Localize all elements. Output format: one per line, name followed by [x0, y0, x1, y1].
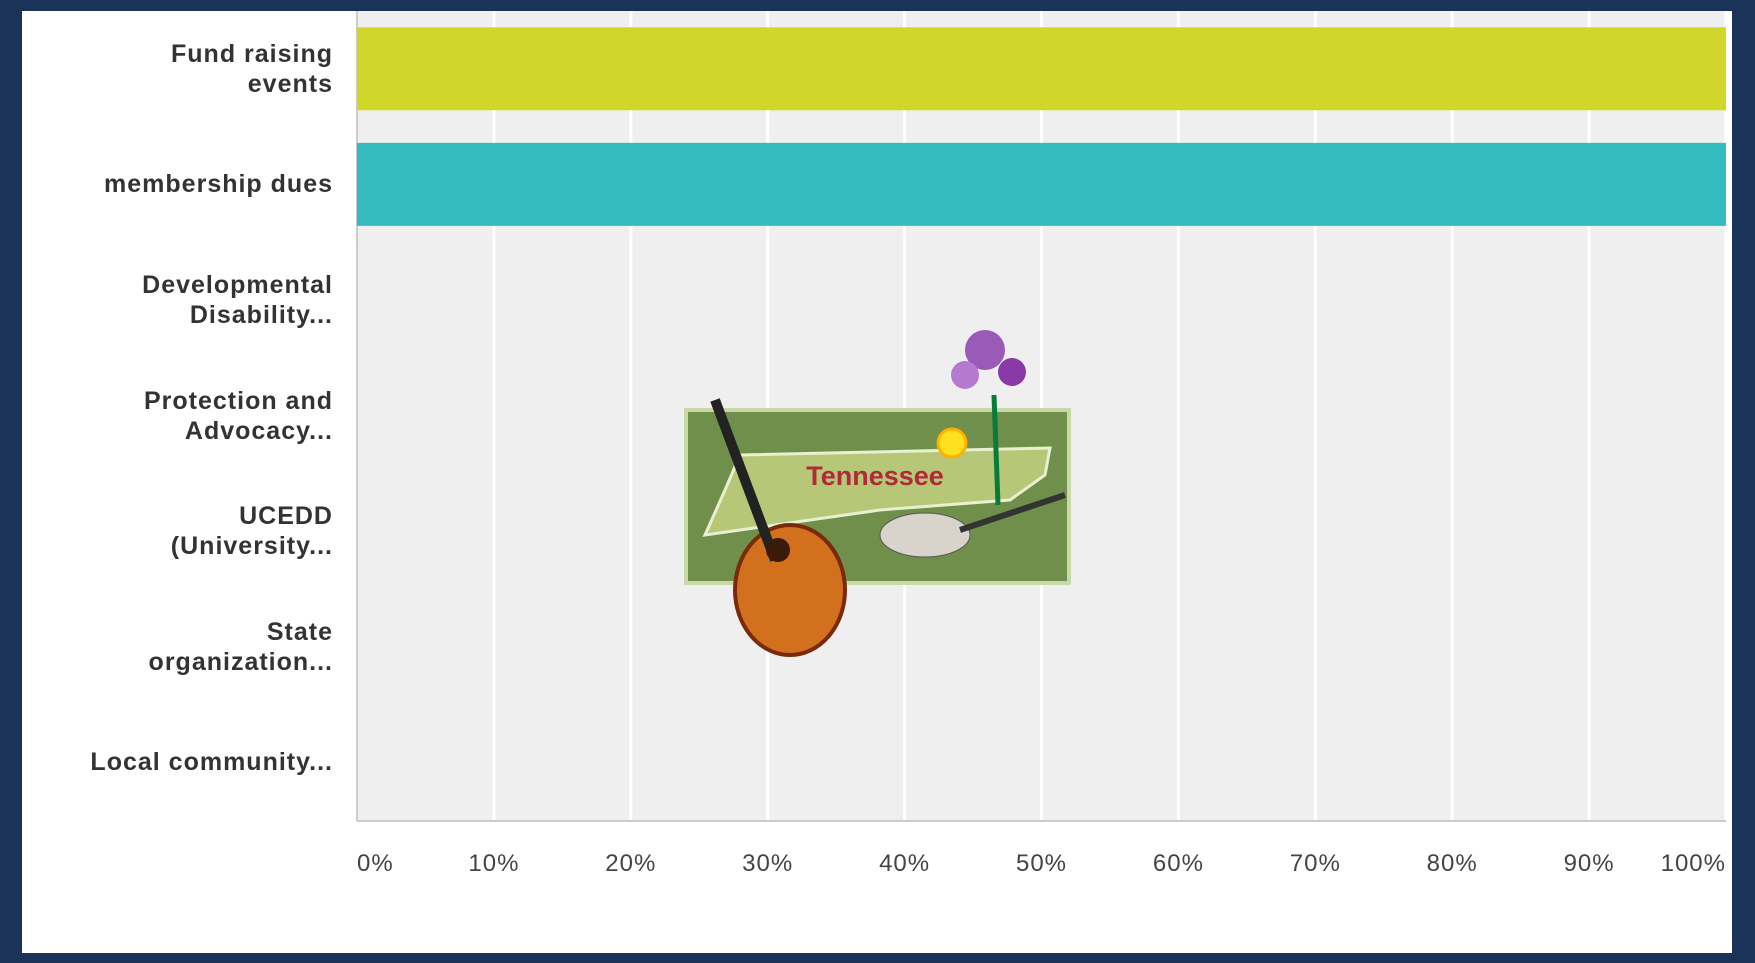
y-tick-label: Local community...: [90, 748, 333, 777]
x-tick-label: 80%: [1427, 850, 1478, 877]
x-tick-label: 30%: [742, 850, 793, 877]
x-tick-label: 70%: [1290, 850, 1341, 877]
y-tick-label: membership dues: [104, 170, 333, 199]
x-tick-label: 100%: [1661, 850, 1726, 877]
y-tick-label: Developmental Disability...: [142, 270, 333, 329]
x-tick-label: 40%: [879, 850, 930, 877]
annotation: Tennessee: [806, 461, 944, 491]
bar: [357, 27, 1726, 111]
y-tick-label: Protection and Advocacy...: [143, 386, 333, 445]
flower: [951, 361, 979, 389]
x-tick-label: 50%: [1016, 850, 1067, 877]
bar: [357, 142, 1726, 226]
state-shape: [702, 446, 1052, 537]
x-tick-label: 20%: [605, 850, 656, 877]
guitar-hole: [766, 538, 790, 562]
guitar: [733, 523, 847, 657]
x-tick-label: 10%: [468, 850, 519, 877]
flower: [998, 358, 1026, 386]
flower: [965, 330, 1005, 370]
y-tick-label: Fund raising events: [171, 39, 333, 98]
bird-tail: [959, 492, 1066, 533]
stem: [991, 394, 1001, 506]
x-tick-label: 60%: [1153, 850, 1204, 877]
x-tick-label: 0%: [357, 850, 394, 877]
y-tick-label: State organization...: [148, 617, 333, 676]
x-tick-label: 90%: [1564, 850, 1615, 877]
clipart: Tennessee: [684, 330, 1071, 657]
y-tick-label: UCEDD (University...: [170, 502, 333, 561]
guitar-neck: [710, 398, 780, 562]
bird: [879, 512, 971, 558]
sun: [936, 427, 968, 459]
